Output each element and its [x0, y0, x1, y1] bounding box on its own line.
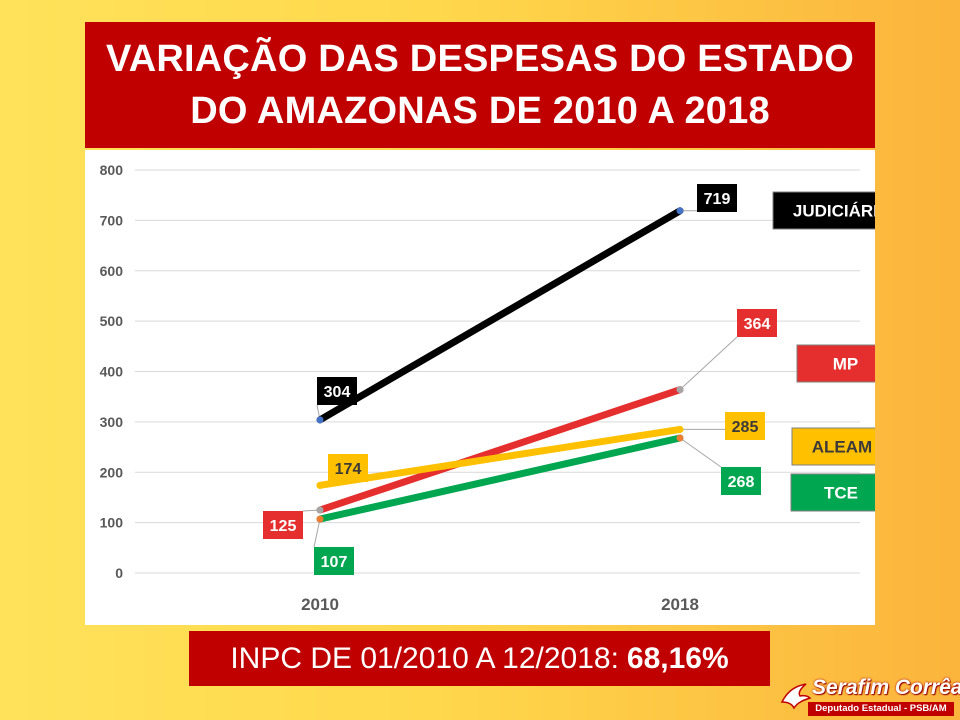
data-point: [316, 515, 324, 523]
inpc-value: 68,16%: [626, 641, 729, 675]
legend-box-judiciário: [772, 191, 875, 230]
data-point: [676, 207, 684, 215]
data-label: 285: [732, 419, 759, 436]
data-label-box: [725, 412, 765, 440]
data-label: 268: [728, 474, 755, 491]
legend-label: JUDICIÁRIO: [793, 202, 875, 221]
data-label-box: [328, 454, 368, 482]
data-label: 174: [335, 461, 362, 478]
leader-line: [313, 518, 321, 548]
chart-panel: 0 100 200 300 400 500 600 700 800 2010 2018 304 71…: [85, 150, 875, 625]
legend-label: TCE: [824, 484, 858, 503]
y-tick-label: 200: [100, 464, 124, 480]
y-tick-label: 600: [100, 263, 124, 279]
author-logo: Serafim Corrêa Deputado Estadual - PSB/A…: [778, 676, 960, 718]
inpc-text: INPC DE 01/2010 A 12/2018:: [230, 641, 619, 675]
y-tick-label: 100: [100, 515, 124, 531]
grid-lines: [135, 169, 860, 574]
data-label-box: [314, 547, 354, 575]
data-point: [316, 506, 324, 514]
legend-box-mp: [796, 344, 875, 383]
data-point: [676, 434, 684, 442]
x-axis-ticks: 2010 2018: [301, 595, 699, 614]
legend-label: MP: [833, 355, 859, 374]
data-labels: 304 719 125 364 174 285 107 268: [263, 184, 777, 575]
inpc-banner: INPC DE 01/2010 A 12/2018: 68,16%: [189, 631, 770, 686]
data-label: 304: [324, 384, 351, 401]
logo-subtitle: Deputado Estadual - PSB/AM: [808, 702, 954, 716]
series-lines: [316, 207, 684, 523]
y-tick-label: 500: [100, 313, 124, 329]
data-point: [316, 481, 324, 489]
x-tick-label: 2010: [301, 595, 339, 614]
y-tick-label: 0: [115, 565, 123, 581]
series-points: [316, 207, 684, 523]
legend-box-aleam: [791, 427, 875, 466]
data-label-box: [737, 309, 777, 337]
data-label-box: [721, 467, 761, 495]
y-tick-label: 300: [100, 414, 124, 430]
leader-line: [679, 336, 738, 391]
legend: JUDICIÁRIO MP ALEAM TCE: [772, 191, 875, 512]
data-label: 364: [744, 316, 771, 333]
y-tick-label: 700: [100, 212, 124, 228]
x-tick-label: 2018: [661, 595, 699, 614]
series-line-aleam: [316, 425, 684, 489]
data-label: 107: [321, 554, 348, 571]
series-line-judiciário: [316, 207, 684, 424]
data-label-box: [317, 377, 357, 405]
series-line-mp: [316, 386, 684, 514]
data-point: [316, 416, 324, 424]
logo-name: Serafim Corrêa: [812, 676, 960, 699]
title-line-2: DO AMAZONAS DE 2010 A 2018: [190, 90, 770, 132]
series-line-tce: [316, 434, 684, 523]
data-point: [676, 386, 684, 394]
legend-label: ALEAM: [812, 438, 872, 457]
data-label-box: [263, 511, 303, 539]
legend-box-tce: [790, 473, 875, 512]
y-tick-label: 800: [100, 162, 124, 178]
data-label: 125: [270, 518, 297, 535]
data-point: [676, 425, 684, 433]
dove-icon: [780, 683, 812, 710]
leader-line: [679, 437, 722, 468]
line-chart: 0 100 200 300 400 500 600 700 800 2010 2018 304 71…: [100, 162, 875, 614]
title-banner: VARIAÇÃO DAS DESPESAS DO ESTADO DO AMAZO…: [85, 22, 875, 148]
title-line-1: VARIAÇÃO DAS DESPESAS DO ESTADO: [106, 38, 854, 80]
data-label-box: [697, 184, 737, 212]
y-tick-label: 400: [100, 364, 124, 380]
y-axis-ticks: 0 100 200 300 400 500 600 700 800: [100, 162, 124, 581]
data-label: 719: [704, 191, 731, 208]
